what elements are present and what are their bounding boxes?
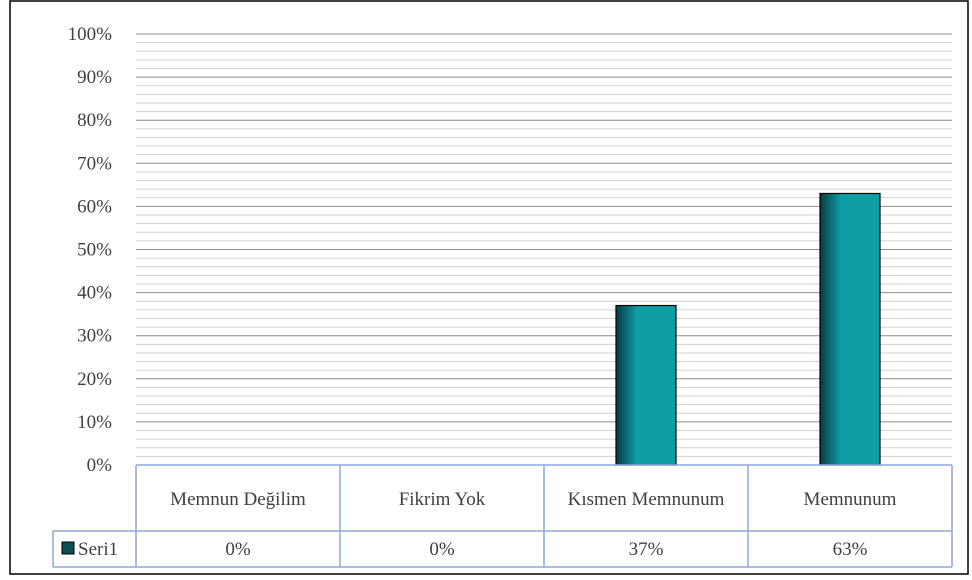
legend-series-name: Seri1 (78, 539, 118, 560)
x-category-label: Memnun Değilim (170, 489, 306, 510)
chart-border (9, 0, 969, 575)
y-axis-tick-labels: 0% 10% 20% 30% 40% 50% 60% 70% 80% 90% 100% (68, 24, 113, 476)
y-tick-label: 50% (77, 240, 112, 261)
bar-memnunum (819, 192, 881, 466)
y-tick-label: 40% (77, 283, 112, 304)
bar-kısmen-memnunum (615, 304, 677, 466)
y-tick-label: 100% (68, 24, 113, 45)
y-tick-label: 0% (87, 455, 113, 476)
data-table-value: 0% (225, 539, 251, 560)
y-tick-label: 10% (77, 412, 112, 433)
bar-series (615, 192, 881, 466)
x-category-label: Kısmen Memnunum (568, 489, 725, 510)
y-tick-label: 90% (77, 67, 112, 88)
data-table-value: 37% (629, 539, 664, 560)
y-tick-label: 20% (77, 369, 112, 390)
data-table-value: 63% (833, 539, 868, 560)
y-tick-label: 70% (77, 153, 112, 174)
data-table-value: 0% (429, 539, 455, 560)
y-tick-label: 80% (77, 110, 112, 131)
y-tick-label: 30% (77, 326, 112, 347)
x-category-label: Fikrim Yok (399, 489, 486, 510)
minor-gridlines (136, 42, 952, 457)
data-table: Memnun Değilim Fikrim Yok Kısmen Memnunum M… (52, 464, 953, 568)
major-gridlines (136, 33, 952, 423)
y-tick-label: 60% (77, 196, 112, 217)
x-category-label: Memnunum (804, 489, 897, 510)
legend-key-icon (61, 541, 75, 555)
